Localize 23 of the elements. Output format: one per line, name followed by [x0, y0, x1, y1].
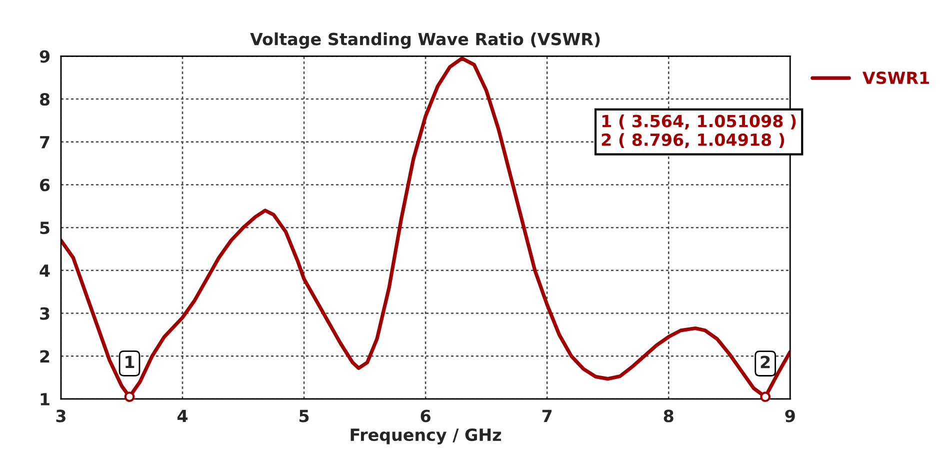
- y-tick-label: 1: [40, 393, 50, 406]
- y-tick-label: 3: [40, 307, 50, 320]
- y-tick-label: 2: [40, 350, 50, 362]
- annotation: 2 ( 8.796, 1.04918 ): [602, 133, 784, 148]
- annotation: 1: [126, 356, 134, 368]
- x-tick-label: 9: [785, 410, 795, 422]
- annotation: 1 ( 3.564, 1.051098 ): [602, 114, 796, 130]
- y-tick-label: 8: [40, 93, 50, 106]
- y-tick-label: 7: [40, 136, 50, 148]
- x-tick-label: 7: [542, 410, 552, 422]
- y-tick-label: 4: [40, 264, 50, 277]
- y-tick-label: 9: [40, 50, 50, 63]
- y-tick-label: 6: [40, 178, 50, 192]
- x-tick-label: 4: [177, 410, 188, 422]
- chart-title: Voltage Standing Wave Ratio (VSWR): [250, 32, 600, 49]
- annotation: 2: [760, 356, 770, 368]
- x-tick-label: 8: [664, 410, 674, 422]
- x-tick-label: 5: [300, 410, 309, 422]
- x-tick-label: 3: [56, 410, 66, 422]
- x-tick-label: 6: [420, 410, 430, 422]
- x-axis-title: Frequency / GHz: [350, 428, 502, 444]
- y-tick-label: 5: [40, 222, 50, 234]
- legend-label: VSWR1: [862, 72, 929, 84]
